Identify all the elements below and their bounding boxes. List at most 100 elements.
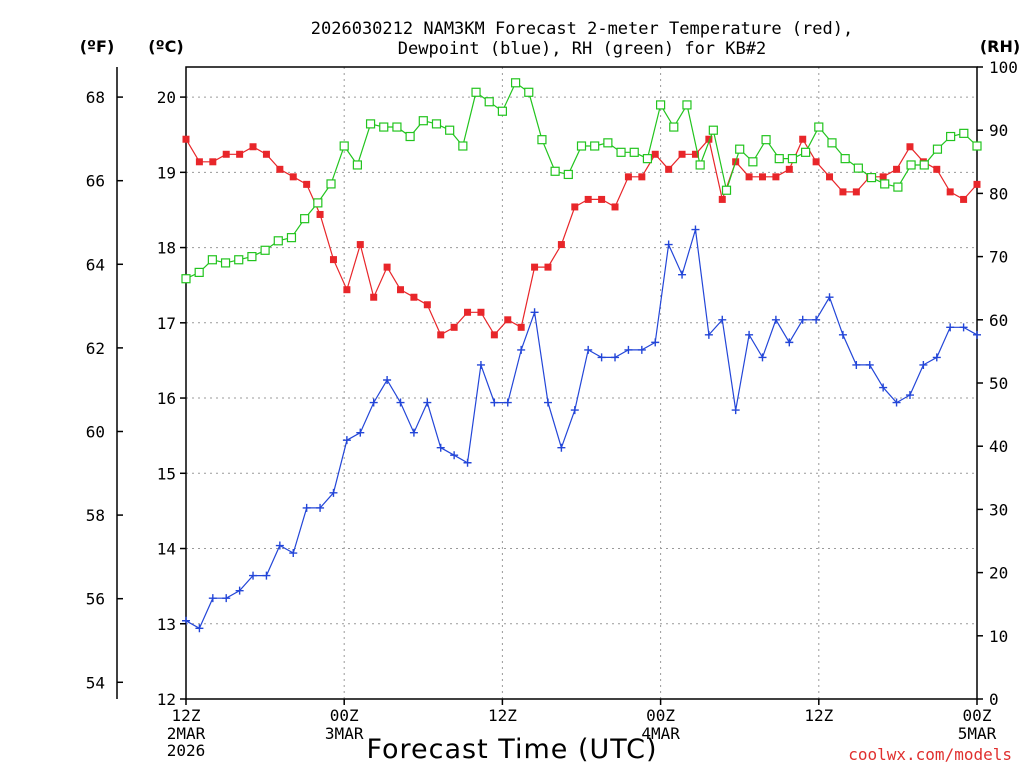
chart-title-line2: Dewpoint (blue), RH (green) for KB#2 <box>398 39 766 59</box>
temperature-point <box>946 188 954 196</box>
rh-tick-label: 0 <box>989 690 999 709</box>
rh-point <box>260 245 270 255</box>
rh-point <box>748 157 758 167</box>
rh-point <box>946 131 956 142</box>
temperature-point <box>611 203 619 211</box>
rh-point <box>445 125 455 135</box>
temperature-point <box>598 195 606 203</box>
celsius-tick-label: 12 <box>157 690 176 709</box>
x-tick-label-time: 12Z <box>488 706 517 725</box>
rh-point <box>247 252 257 262</box>
temperature-point <box>329 256 337 264</box>
temperature-point <box>249 143 257 151</box>
dewpoint-point <box>208 594 217 603</box>
rh-point <box>735 144 745 154</box>
rh-point <box>497 106 507 116</box>
fahrenheit-tick-label: 54 <box>86 673 105 692</box>
rh-point <box>616 147 626 157</box>
dewpoint-point <box>959 323 968 332</box>
dewpoint-point <box>825 293 834 302</box>
rh-tick-label: 10 <box>989 627 1008 646</box>
temperature-point <box>182 135 190 143</box>
rh-point <box>181 274 191 284</box>
dewpoint-point <box>812 315 821 324</box>
fahrenheit-tick-label: 68 <box>86 88 105 107</box>
rh-point <box>655 100 666 110</box>
rh-point <box>827 138 837 148</box>
rh-point <box>537 135 547 145</box>
rh-point <box>590 141 600 151</box>
rh-tick-label: 90 <box>989 121 1008 140</box>
dewpoint-point <box>611 353 620 362</box>
rh-point <box>708 125 718 135</box>
rh-point <box>234 255 244 265</box>
temperature-point <box>262 150 270 158</box>
dewpoint-point <box>932 353 941 362</box>
plot-frame <box>185 66 978 700</box>
temperature-point <box>571 203 579 211</box>
temperature-point <box>423 301 431 309</box>
dewpoint-point <box>450 451 459 460</box>
celsius-tick-label: 19 <box>157 163 176 182</box>
dewpoint-point <box>409 428 418 437</box>
rh-point <box>563 169 573 180</box>
rh-point <box>431 119 442 129</box>
dewpoint-point <box>624 345 633 354</box>
rh-tick-label: 70 <box>989 248 1008 267</box>
dewpoint-point <box>664 240 673 249</box>
x-tick-label-date: 5MAR <box>958 724 997 743</box>
temperature-point <box>893 165 901 173</box>
rh-point <box>669 122 679 132</box>
fahrenheit-tick-label: 62 <box>86 339 105 358</box>
celsius-tick-label: 13 <box>157 615 176 634</box>
dewpoint-point <box>369 398 378 407</box>
celsius-unit-label: (ºC) <box>148 37 183 56</box>
temperature-point <box>236 150 244 158</box>
temperature-point <box>544 263 552 271</box>
temperature-point <box>772 173 780 181</box>
rh-point <box>365 119 376 129</box>
celsius-tick-label: 17 <box>157 314 176 333</box>
x-tick-label-date: 2MAR <box>167 724 206 743</box>
dewpoint-point <box>570 406 579 415</box>
temperature-point <box>665 165 673 173</box>
rh-point <box>972 141 982 151</box>
x-tick-label-time: 12Z <box>172 706 201 725</box>
dewpoint-point <box>396 398 405 407</box>
temperature-point <box>799 135 807 143</box>
fahrenheit-tick-label: 60 <box>86 422 105 441</box>
rh-tick-label: 80 <box>989 184 1008 203</box>
rh-point <box>392 122 402 132</box>
rh-point <box>313 198 323 208</box>
temperature-point <box>209 158 217 166</box>
temperature-point <box>383 263 391 271</box>
rh-point <box>893 182 903 192</box>
rh-point <box>194 267 204 277</box>
dewpoint-point <box>771 315 780 324</box>
rh-point <box>866 173 877 183</box>
dewpoint-point <box>503 398 512 407</box>
dewpoint-point <box>731 406 740 415</box>
temperature-point <box>584 195 592 203</box>
fahrenheit-tick-label: 56 <box>86 590 105 609</box>
temperature-point <box>276 165 284 173</box>
temperature-point <box>852 188 860 196</box>
rh-point <box>207 255 217 265</box>
dewpoint-point <box>356 428 365 437</box>
dewpoint-point <box>973 330 981 339</box>
rh-point <box>814 122 824 132</box>
temperature-point <box>960 195 968 203</box>
dewpoint-point <box>584 345 593 354</box>
rh-point <box>273 236 283 246</box>
temperature-point <box>517 323 525 331</box>
temperature-point <box>531 263 539 271</box>
rh-point <box>774 154 784 164</box>
x-tick-label-year: 2026 <box>167 741 206 760</box>
rh-point <box>484 97 494 107</box>
dewpoint-point <box>718 315 727 324</box>
dewpoint-point <box>316 503 325 512</box>
dewpoint-point <box>637 345 646 354</box>
celsius-tick-label: 15 <box>157 464 176 483</box>
temperature-point <box>410 293 418 301</box>
temperature-point <box>397 286 405 294</box>
